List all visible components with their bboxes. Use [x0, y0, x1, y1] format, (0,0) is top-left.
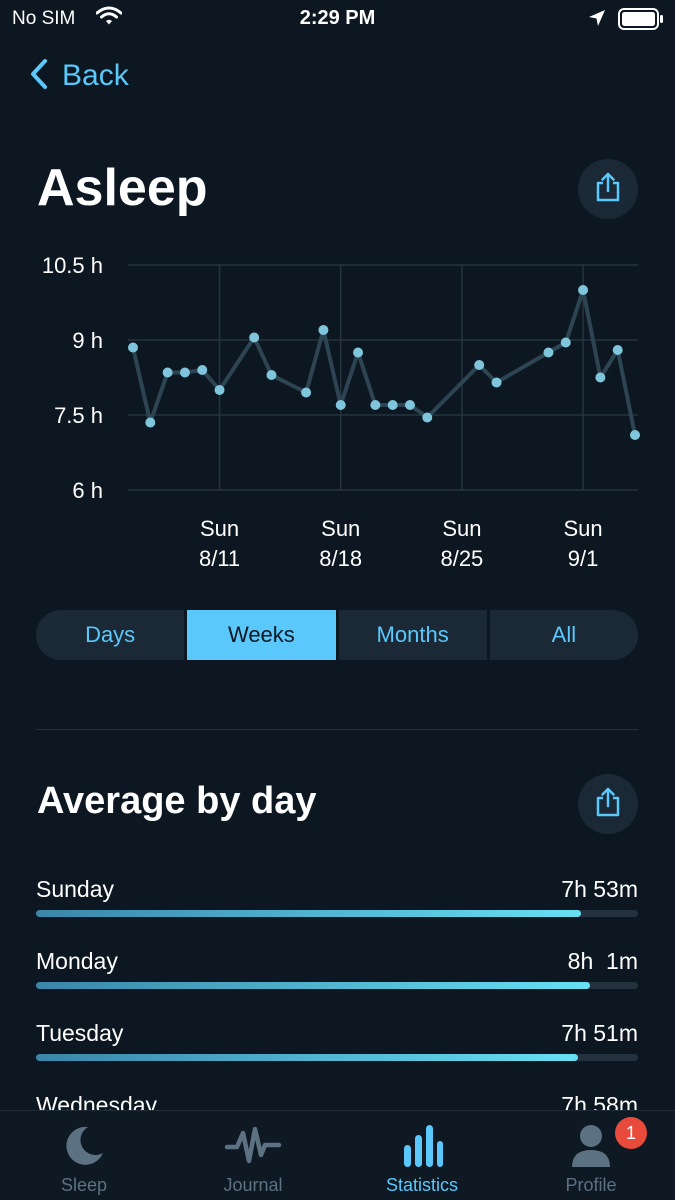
day-row-monday: Monday 8h 1m	[36, 948, 638, 998]
page-title: Asleep	[37, 159, 208, 217]
x-tick-label-date: 8/11	[199, 546, 240, 571]
day-progress-fill	[36, 910, 581, 917]
data-point[interactable]	[145, 417, 156, 428]
data-point[interactable]	[543, 347, 554, 358]
tab-sleep[interactable]: Sleep	[0, 1111, 168, 1200]
day-progress-track	[36, 1054, 638, 1061]
carrier-label: No SIM	[12, 8, 76, 29]
data-point[interactable]	[474, 360, 485, 370]
tab-label: Statistics	[385, 1175, 459, 1195]
asleep-line-chart: 10.5 h 9 h 7.5 h 6 h Sun 8/11 Sun 8/18 Sun 8/25 S…	[42, 253, 640, 571]
data-point[interactable]	[179, 367, 190, 378]
tab-statistics[interactable]: Statistics	[338, 1111, 506, 1200]
location-arrow-icon	[588, 9, 606, 32]
data-point[interactable]	[578, 285, 589, 295]
tab-label: Profile	[565, 1175, 617, 1195]
y-tick-label: 7.5 h	[54, 403, 103, 428]
day-label: Sunday	[36, 876, 115, 902]
data-point[interactable]	[630, 430, 640, 440]
x-tick-label-day: Sun	[563, 516, 602, 541]
tab-label: Sleep	[60, 1175, 108, 1195]
profile-notification-badge: 1	[615, 1117, 647, 1149]
back-label: Back	[62, 59, 129, 92]
day-row-tuesday: Tuesday 7h 51m	[36, 1020, 638, 1070]
data-point[interactable]	[249, 332, 260, 343]
average-by-day-title: Average by day	[37, 780, 317, 822]
x-tick-label-date: 8/25	[440, 546, 483, 571]
share-chart-button[interactable]	[578, 159, 638, 219]
data-point[interactable]	[353, 347, 364, 358]
asleep-series-line	[131, 288, 637, 436]
data-point[interactable]	[387, 400, 398, 410]
day-duration: 7h 53m	[561, 876, 638, 902]
bar-chart-icon	[338, 1123, 506, 1169]
data-point[interactable]	[404, 400, 415, 410]
wifi-icon	[95, 6, 123, 31]
tab-journal[interactable]: Journal	[169, 1111, 337, 1200]
day-progress-track	[36, 982, 638, 989]
moon-icon	[0, 1123, 168, 1167]
waveform-icon	[169, 1123, 337, 1167]
chevron-left-icon	[30, 58, 48, 95]
y-tick-label: 9 h	[72, 328, 103, 353]
day-progress-track	[36, 910, 638, 917]
x-tick-label-day: Sun	[442, 516, 481, 541]
data-point[interactable]	[612, 345, 623, 355]
segment-all[interactable]: All	[551, 622, 577, 647]
range-segmented-control: Days Weeks Months All	[36, 610, 638, 660]
data-point[interactable]	[214, 385, 225, 395]
status-bar: No SIM 2:29 PM	[0, 0, 675, 40]
data-point[interactable]	[266, 370, 277, 380]
data-point[interactable]	[162, 367, 173, 378]
tab-profile[interactable]: Profile	[507, 1111, 675, 1200]
day-progress-fill	[36, 982, 590, 989]
segment-months[interactable]: Months	[339, 610, 490, 660]
day-label: Monday	[36, 948, 118, 974]
section-divider	[36, 729, 638, 730]
data-point[interactable]	[301, 387, 312, 398]
share-icon	[595, 787, 621, 822]
tab-bar: Sleep Journal Statistics Profile	[0, 1110, 675, 1200]
share-icon	[595, 172, 621, 207]
data-point[interactable]	[335, 400, 346, 410]
tab-label: Journal	[223, 1175, 283, 1195]
x-tick-label-day: Sun	[321, 516, 360, 541]
segment-days[interactable]: Days	[36, 610, 188, 660]
x-tick-label-day: Sun	[200, 516, 239, 541]
status-time: 2:29 PM	[299, 7, 376, 29]
day-duration: 8h 1m	[567, 948, 638, 974]
day-duration: 7h 51m	[561, 1020, 638, 1046]
share-average-button[interactable]	[578, 774, 638, 834]
battery-icon	[618, 8, 664, 35]
data-point[interactable]	[128, 342, 138, 353]
data-point[interactable]	[422, 412, 433, 423]
data-point[interactable]	[197, 365, 208, 375]
back-button[interactable]: Back	[30, 56, 129, 96]
data-point[interactable]	[595, 372, 606, 383]
data-point[interactable]	[318, 325, 329, 335]
segment-weeks[interactable]: Weeks	[187, 610, 339, 660]
day-progress-fill	[36, 1054, 578, 1061]
person-icon	[507, 1123, 675, 1169]
y-tick-label: 6 h	[72, 478, 103, 503]
data-point[interactable]	[491, 377, 502, 388]
day-row-sunday: Sunday 7h 53m	[36, 876, 638, 926]
day-label: Tuesday	[36, 1020, 124, 1046]
data-point[interactable]	[370, 400, 381, 410]
x-tick-label-date: 9/1	[568, 546, 599, 571]
data-point[interactable]	[560, 337, 571, 348]
x-tick-label-date: 8/18	[319, 546, 362, 571]
y-tick-label: 10.5 h	[42, 253, 103, 278]
